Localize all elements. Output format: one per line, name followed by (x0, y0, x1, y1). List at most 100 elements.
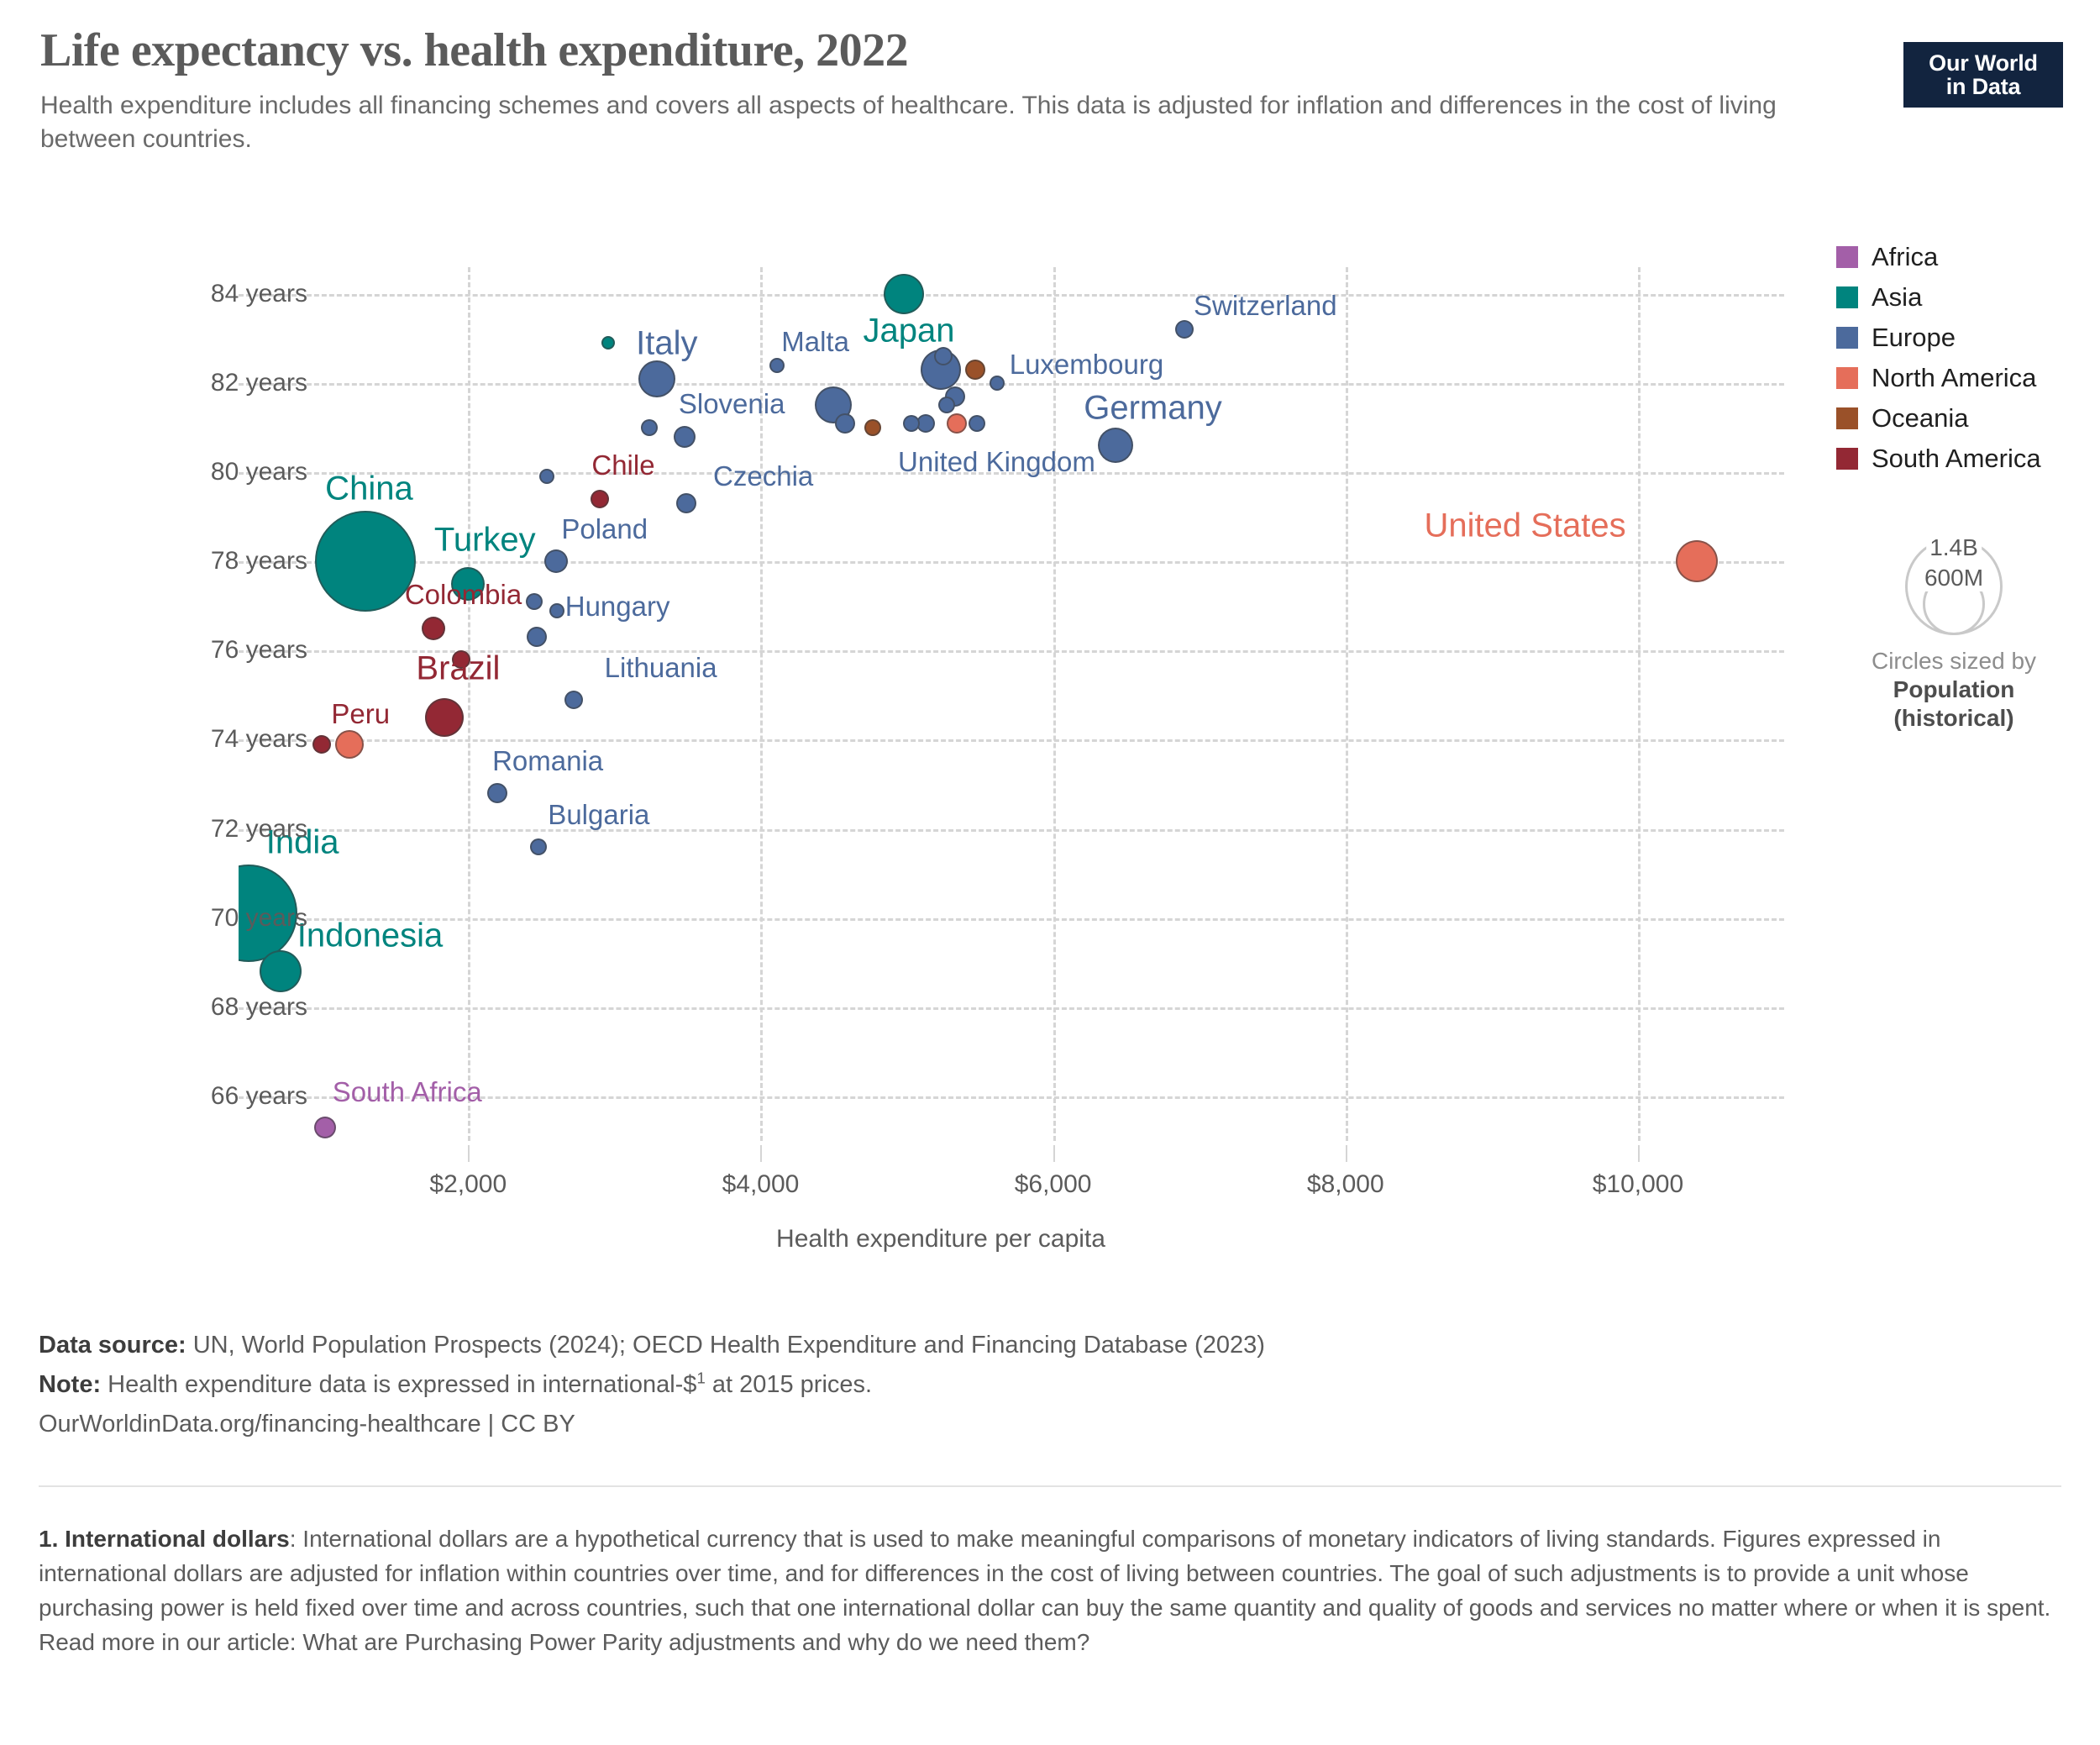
data-point-peru[interactable] (312, 734, 332, 754)
size-legend-upper-value: 1.4B (1926, 534, 1982, 561)
data-point-latvia[interactable] (451, 649, 470, 669)
legend-item-south-america[interactable]: South America (1836, 444, 2041, 474)
data-point-slovakia[interactable] (525, 592, 543, 610)
data-point-sweden[interactable] (937, 397, 955, 414)
data-point-belgium[interactable] (902, 414, 920, 432)
data-point-united-kingdom[interactable] (835, 413, 856, 434)
data-point-spain[interactable] (815, 386, 853, 424)
data-point-japan[interactable] (884, 273, 925, 314)
data-point-mexico[interactable] (335, 729, 365, 759)
data-point-canada[interactable] (946, 413, 967, 434)
data-point-china[interactable] (315, 511, 417, 612)
owid-logo-line2: in Data (1945, 74, 2021, 99)
legend-item-asia[interactable]: Asia (1836, 282, 2041, 313)
data-point-label-brazil[interactable]: Brazil (416, 649, 501, 687)
data-point-label-india[interactable]: India (265, 823, 339, 861)
data-point-portugal[interactable] (673, 425, 696, 448)
data-point-label-lithuania[interactable]: Lithuania (604, 651, 717, 683)
data-point-lithuania[interactable] (564, 690, 583, 709)
data-point-czechia[interactable] (675, 493, 696, 514)
data-point-indonesia[interactable] (260, 950, 302, 993)
data-point-label-japan[interactable]: Japan (863, 312, 955, 350)
scatter-plot[interactable]: Japan Switzerland Malta Luxembourg Italy Slov… (0, 0, 2100, 1311)
legend-swatch-north-america (1836, 367, 1858, 389)
legend-item-europe[interactable]: Europe (1836, 323, 2041, 353)
data-point-luxembourg[interactable] (990, 375, 1005, 391)
size-legend-caption-line2: Population (1893, 676, 2015, 703)
legend-item-africa[interactable]: Africa (1836, 242, 2041, 272)
data-point-label-poland[interactable]: Poland (561, 513, 648, 545)
continent-legend[interactable]: Africa Asia Europe North America Oceania Sout… (1836, 242, 2041, 484)
data-point-label-hungary[interactable]: Hungary (564, 591, 670, 623)
gridline-horizontal (239, 739, 1784, 743)
x-axis-tick-mark (760, 1145, 763, 1162)
gridline-vertical (468, 267, 471, 1141)
data-point-label-slovenia[interactable]: Slovenia (678, 388, 785, 420)
data-point-romania[interactable] (487, 783, 508, 804)
data-point-label-czechia[interactable]: Czechia (713, 460, 814, 492)
data-point-chile[interactable] (590, 489, 609, 508)
data-point-switzerland[interactable] (1175, 320, 1194, 339)
data-point-label-united-states[interactable]: United States (1424, 507, 1626, 544)
x-axis-tick-mark (468, 1145, 470, 1162)
data-point-label-china[interactable]: China (325, 470, 413, 507)
note-footnote-ref[interactable]: 1 (696, 1369, 706, 1387)
x-axis-tick-label: $6,000 (1014, 1170, 1092, 1198)
data-point-norway[interactable] (934, 347, 953, 366)
data-point-label-colombia[interactable]: Colombia (404, 578, 522, 610)
owid-logo[interactable]: Our World in Data (1903, 42, 2063, 108)
data-point-hungary[interactable] (527, 627, 548, 648)
data-point-colombia[interactable] (421, 616, 445, 640)
y-axis-tick-label: 84 years (210, 279, 307, 307)
data-point-label-turkey[interactable]: Turkey (433, 521, 536, 559)
data-point-australia[interactable] (965, 360, 986, 381)
source-url-line[interactable]: OurWorldinData.org/financing-healthcare … (39, 1410, 575, 1438)
data-point-label-south-africa[interactable]: South Africa (332, 1076, 482, 1108)
data-point-austria[interactable] (969, 414, 986, 432)
data-point-turkey[interactable] (451, 566, 486, 601)
x-axis-label: Health expenditure per capita (776, 1225, 1105, 1253)
data-point-italy[interactable] (638, 360, 675, 397)
size-legend-caption: Circles sized by Population (historical) (1836, 647, 2071, 733)
note-label: Note: (39, 1370, 102, 1398)
x-axis-tick-label: $4,000 (722, 1170, 800, 1198)
data-point-germany[interactable] (1098, 428, 1134, 464)
x-axis-tick-label: $2,000 (429, 1170, 507, 1198)
gridline-horizontal (239, 382, 1784, 386)
data-point-label-indonesia[interactable]: Indonesia (297, 917, 444, 954)
size-legend-circles: 1.4B 600M (1836, 534, 2071, 637)
data-point-label-germany[interactable]: Germany (1084, 389, 1222, 427)
data-point-denmark[interactable] (539, 469, 555, 485)
gridline-horizontal (239, 917, 1784, 921)
data-point-label-peru[interactable]: Peru (331, 697, 391, 729)
legend-item-oceania[interactable]: Oceania (1836, 403, 2041, 434)
data-point-new-zealand[interactable] (864, 419, 882, 437)
data-point-label-switzerland[interactable]: Switzerland (1193, 290, 1337, 322)
data-point-estonia[interactable] (549, 602, 565, 618)
x-axis-tick-mark (1053, 1145, 1055, 1162)
y-axis-tick-label: 76 years (210, 636, 307, 665)
legend-label: South America (1872, 444, 2041, 473)
x-axis-tick-label: $8,000 (1306, 1170, 1384, 1198)
data-point-label-italy[interactable]: Italy (636, 324, 698, 362)
data-point-south-africa[interactable] (313, 1117, 336, 1139)
data-point-poland[interactable] (543, 549, 568, 574)
legend-swatch-south-america (1836, 448, 1858, 470)
x-axis-tick-mark (1637, 1145, 1640, 1162)
data-point-label-chile[interactable]: Chile (591, 449, 655, 481)
data-point-slovenia[interactable] (641, 419, 659, 437)
data-point-brazil[interactable] (425, 697, 465, 737)
data-point-united-states[interactable] (1675, 540, 1718, 583)
data-point-label-luxembourg[interactable]: Luxembourg (1009, 348, 1164, 380)
legend-label: Oceania (1872, 403, 1969, 433)
legend-item-north-america[interactable]: North America (1836, 363, 2041, 393)
data-point-malta[interactable] (769, 357, 785, 373)
data-point-south-korea[interactable] (601, 336, 616, 350)
data-point-bulgaria[interactable] (529, 838, 547, 855)
data-point-label-bulgaria[interactable]: Bulgaria (548, 798, 650, 830)
note-text-b: at 2015 prices. (705, 1370, 873, 1398)
data-point-label-romania[interactable]: Romania (492, 745, 604, 777)
size-legend-caption-line1: Circles sized by (1871, 648, 2037, 674)
data-point-label-united-kingdom[interactable]: United Kingdom (898, 445, 1095, 477)
data-point-label-malta[interactable]: Malta (781, 325, 849, 357)
